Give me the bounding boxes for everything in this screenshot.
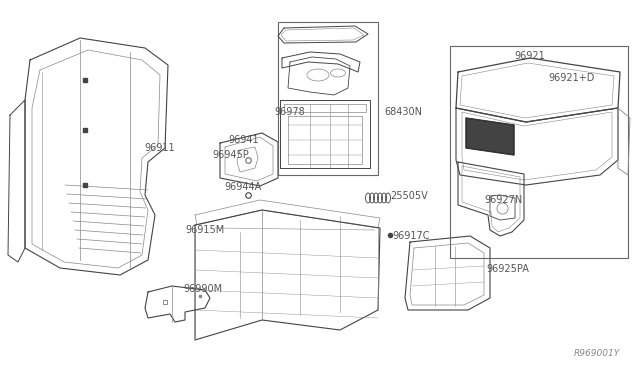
Text: 96941: 96941: [228, 135, 259, 145]
Text: 96911: 96911: [145, 143, 175, 153]
Text: 96917C: 96917C: [392, 231, 429, 241]
Text: 96927N: 96927N: [484, 195, 522, 205]
Text: 68430N: 68430N: [384, 107, 422, 117]
Text: 25505V: 25505V: [390, 191, 428, 201]
Text: 96944A: 96944A: [224, 182, 261, 192]
Polygon shape: [466, 118, 514, 155]
Text: 96921: 96921: [514, 51, 545, 61]
Text: 96945P: 96945P: [212, 150, 249, 160]
Text: 96915M: 96915M: [185, 225, 224, 235]
Text: 96921+D: 96921+D: [548, 73, 595, 83]
Bar: [450, 46, 628, 258]
Text: 96978: 96978: [275, 107, 305, 117]
Text: R969001Y: R969001Y: [573, 349, 620, 358]
Text: 96925PA: 96925PA: [486, 264, 529, 274]
Bar: [278, 22, 378, 175]
Text: 96990M: 96990M: [183, 284, 222, 294]
